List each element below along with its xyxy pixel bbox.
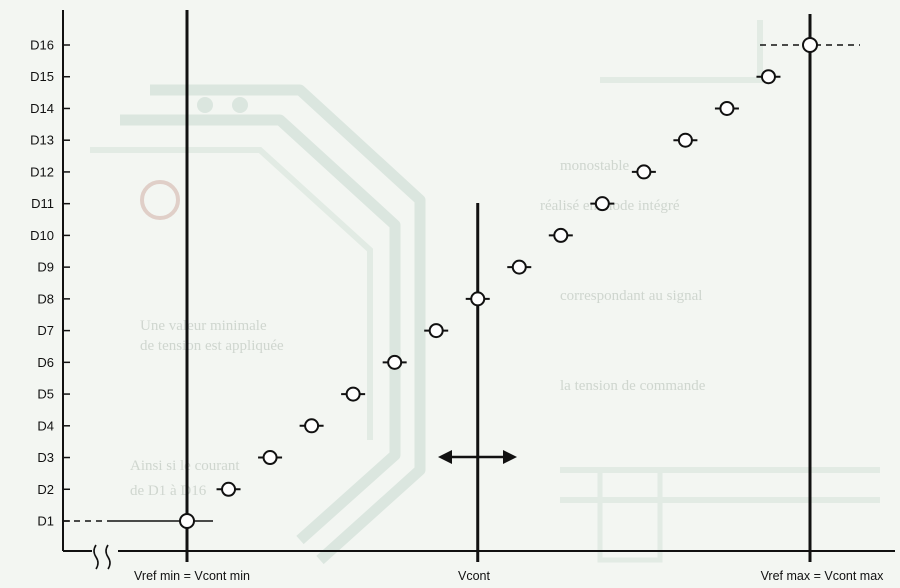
data-point	[345, 386, 361, 402]
y-tick-label: D2	[37, 482, 54, 497]
y-tick-label: D10	[30, 228, 54, 243]
data-point	[470, 291, 486, 307]
y-tick-label: D16	[30, 38, 54, 53]
y-tick-label: D8	[37, 291, 54, 306]
svg-text:Une valeur minimale: Une valeur minimale	[140, 318, 267, 334]
axes	[62, 10, 895, 570]
y-tick-label: D13	[30, 133, 54, 148]
svg-text:de tension est appliquée: de tension est appliquée	[140, 338, 284, 354]
data-point	[760, 69, 776, 85]
svg-text:de D1 à D16: de D1 à D16	[130, 483, 207, 499]
y-tick-label: D11	[31, 196, 54, 211]
x-label-vref-max: Vref max = Vcont max	[761, 569, 885, 583]
svg-text:monostable: monostable	[560, 158, 629, 174]
vertical-markers	[185, 10, 812, 562]
y-tick-label: D6	[37, 355, 54, 370]
axis-break-symbol	[93, 544, 111, 570]
data-point	[677, 132, 693, 148]
y-tick-label: D3	[37, 450, 54, 465]
svg-text:correspondant au signal: correspondant au signal	[560, 288, 702, 304]
data-point	[636, 164, 652, 180]
data-point	[221, 481, 237, 497]
y-tick-label: D9	[37, 260, 54, 275]
x-label-vcont: Vcont	[458, 569, 490, 583]
data-point	[304, 418, 320, 434]
data-point	[594, 196, 610, 212]
y-tick-label: D7	[37, 323, 54, 338]
y-tick-label: D5	[37, 387, 54, 402]
data-point	[179, 513, 195, 529]
data-point	[511, 259, 527, 275]
svg-text:Ainsi si le courant: Ainsi si le courant	[130, 458, 240, 474]
svg-text:réalisé en mode intégré: réalisé en mode intégré	[540, 198, 680, 214]
data-point	[553, 227, 569, 243]
y-ticks: D1 D2 D3 D4 D5 D6 D7 D8 D9 D10 D11 D12 D13 D14 D15 D16	[30, 38, 70, 529]
data-points	[179, 37, 818, 529]
data-point	[428, 323, 444, 339]
y-tick-label: D4	[37, 418, 54, 433]
background-decoration: monostable réalisé en mode intégré Une v…	[90, 20, 880, 565]
data-point	[262, 450, 278, 466]
vcont-range-arrow	[438, 450, 517, 464]
data-point	[719, 100, 735, 116]
svg-text:la tension de commande: la tension de commande	[560, 378, 706, 394]
x-label-vref-min: Vref min = Vcont min	[134, 569, 250, 583]
y-tick-label: D14	[30, 101, 54, 116]
y-tick-label: D1	[37, 514, 54, 529]
y-tick-label: D15	[30, 69, 54, 84]
data-point	[802, 37, 818, 53]
y-tick-label: D12	[30, 164, 54, 179]
data-point	[387, 354, 403, 370]
